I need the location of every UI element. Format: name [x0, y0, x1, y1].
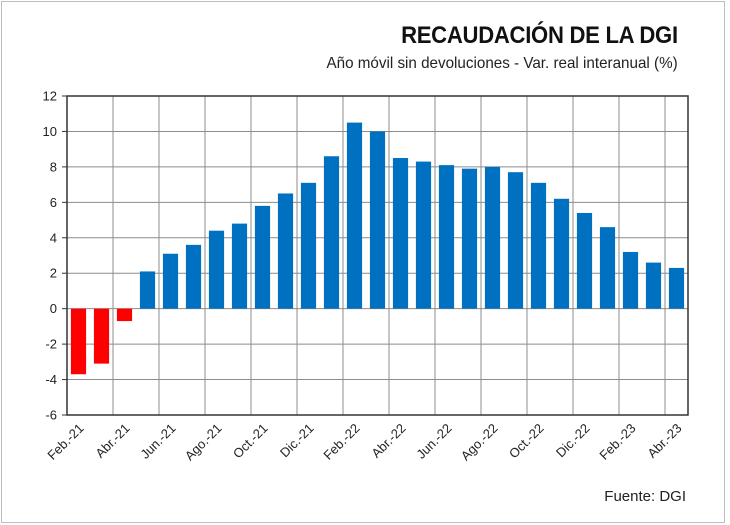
y-tick-label: 4 [50, 230, 57, 245]
bar-May.-21 [139, 271, 156, 309]
plot-area-border [66, 95, 689, 416]
x-tick-label: Jun.-22 [413, 421, 454, 462]
y-tick-label: -4 [45, 372, 57, 387]
bar-Jun.-21 [162, 253, 179, 309]
bar-Dic.-22 [576, 212, 593, 309]
chart-subtitle: Año móvil sin devoluciones - Var. real i… [326, 55, 678, 72]
y-tick-label: -2 [45, 337, 57, 352]
bar-Ene.-23 [599, 227, 616, 309]
x-axis-ticks: Feb.-21 Abr.-21 Jun.-21 Ago.-21 Oct.-21 Dic.-… [44, 421, 684, 464]
bar-Oct.-22 [530, 182, 547, 309]
x-tick-label: Abr.-23 [644, 421, 684, 461]
bar-Ene.-22 [323, 156, 340, 309]
bars [70, 122, 685, 375]
bar-Jul.-22 [461, 168, 478, 309]
bar-Ago.-21 [208, 230, 225, 309]
chart-title: RECAUDACIÓN DE LA DGI [401, 22, 678, 49]
bar-Mar.-23 [645, 262, 662, 309]
bar-Sep.-22 [507, 172, 524, 309]
x-tick-label: Abr.-22 [368, 421, 408, 461]
bar-Sep.-21 [231, 223, 248, 309]
x-tick-label: Abr.-21 [92, 421, 132, 461]
bar-Ago.-22 [484, 166, 501, 309]
bar-Feb.-22 [346, 122, 363, 309]
x-tick-label: Dic.-22 [553, 421, 593, 461]
y-tick-label: 12 [43, 89, 57, 104]
y-tick-label: 6 [50, 195, 57, 210]
bar-Feb.-21 [70, 308, 87, 375]
x-tick-label: Oct.-22 [506, 421, 547, 462]
x-tick-label: Feb.-22 [320, 421, 362, 463]
bar-Jul.-21 [185, 244, 202, 309]
x-tick-label: Ago.-21 [182, 421, 225, 464]
chart-source: Fuente: DGI [604, 488, 686, 505]
bar-Jun.-22 [438, 165, 455, 309]
y-axis-ticks: 12 10 8 6 4 2 0 -2 -4 -6 [43, 89, 67, 423]
bar-Nov.-21 [277, 193, 294, 309]
x-tick-label: Feb.-21 [44, 421, 86, 463]
bar-Feb.-23 [622, 251, 639, 309]
x-tick-label: Feb.-23 [596, 421, 638, 463]
y-tick-label: 0 [50, 301, 57, 316]
bar-Abr.-21 [116, 308, 133, 322]
x-tick-label: Dic.-21 [277, 421, 317, 461]
y-tick-label: -6 [45, 408, 57, 423]
bar-Dic.-21 [300, 182, 317, 309]
bar-May.-22 [415, 161, 432, 309]
bar-Oct.-21 [254, 205, 271, 309]
bar-Abr.-22 [392, 158, 409, 309]
bar-Mar.-21 [93, 308, 110, 364]
y-tick-label: 2 [50, 266, 57, 281]
bar-Abr.-23 [668, 267, 685, 309]
y-tick-label: 8 [50, 159, 57, 174]
y-tick-label: 10 [43, 124, 57, 139]
bar-Mar.-22 [369, 131, 386, 309]
bar-Nov.-22 [553, 198, 570, 309]
x-tick-label: Oct.-21 [230, 421, 271, 462]
x-tick-label: Ago.-22 [458, 421, 501, 464]
x-tick-label: Jun.-21 [137, 421, 178, 462]
